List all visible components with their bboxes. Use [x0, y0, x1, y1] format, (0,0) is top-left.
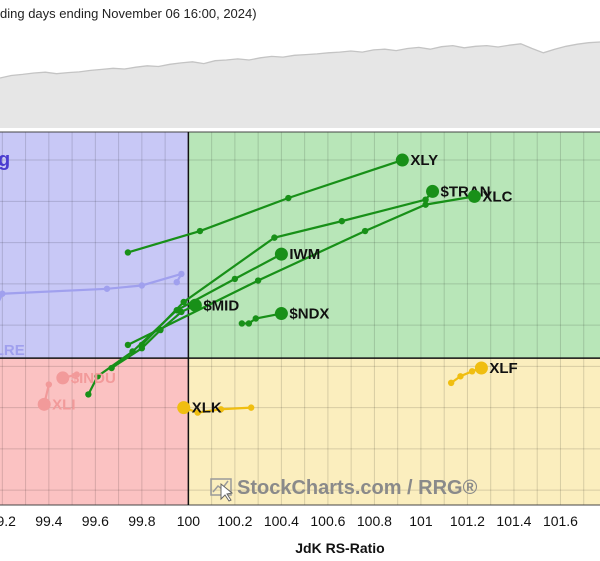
trail-point-xlc — [124, 341, 132, 349]
trail-xlc: XLC — [124, 188, 513, 349]
trail-head-mid — [188, 298, 202, 312]
trail-point-tran — [422, 196, 429, 203]
trail-point-tran — [180, 298, 187, 306]
trail-point-xlc — [422, 201, 429, 208]
trail-point-mid — [108, 364, 115, 372]
x-axis-title: JdK RS-Ratio — [295, 540, 384, 556]
x-tick-label: 99.8 — [128, 513, 155, 529]
trail-point-xlk — [247, 404, 255, 411]
trail-head-iwm — [274, 247, 288, 261]
trail-point-xli — [45, 381, 53, 388]
trail-point-xlf — [468, 368, 476, 375]
trail-point-xlre — [178, 270, 185, 278]
trail-point-ndx — [245, 320, 253, 327]
trail-point-tran — [271, 234, 278, 241]
trail-point-xlre — [138, 282, 146, 289]
trail-point-xlk — [217, 406, 225, 413]
quadrant-weakening — [188, 358, 600, 505]
chart-logo-icon — [210, 478, 234, 502]
trail-point-indu — [73, 371, 80, 378]
x-tick-label: 99.2 — [0, 513, 16, 529]
trail-point-xlre — [0, 290, 6, 297]
x-tick-label: 99.6 — [82, 513, 109, 529]
trail-point-xlf — [447, 379, 455, 387]
trail-line-ndx — [241, 312, 282, 325]
trail-label-xlf: XLF — [489, 360, 517, 377]
trail-point-mid — [157, 326, 164, 334]
x-tick-label: 100.2 — [217, 513, 252, 529]
chart-subtitle: ding days ending November 06 16:00, 2024… — [0, 6, 257, 21]
trail-iwm: IWM — [85, 246, 320, 398]
trail-head-ndx — [274, 307, 288, 321]
trail-xlf: XLF — [447, 360, 518, 387]
x-tick-label: 100.8 — [357, 513, 392, 529]
trail-point-xlk — [194, 409, 201, 416]
trail-point-xly — [124, 249, 132, 256]
trail-point-mid — [138, 345, 146, 352]
x-tick-label: 101 — [409, 513, 433, 529]
x-tick-label: 100.6 — [310, 513, 345, 529]
trail-label-xlre: XLRE — [0, 342, 25, 359]
trail-point-xlc — [254, 277, 262, 284]
trail-label-xly: XLY — [410, 152, 438, 169]
benchmark-price-panel — [0, 41, 600, 128]
trail-head-xli — [37, 397, 51, 411]
trail-ndx: $NDX — [238, 306, 329, 327]
trail-head-indu — [56, 371, 70, 385]
trail-line-xlk — [183, 406, 252, 414]
trail-point-tran — [338, 217, 346, 225]
trail-point-iwm — [94, 373, 101, 380]
trail-xlre: XLRE — [0, 270, 185, 359]
x-tick-label: 101.6 — [543, 513, 578, 529]
trail-indu: $INDU — [56, 370, 116, 387]
x-tick-label: 99.4 — [35, 513, 62, 529]
trail-head-tran — [426, 184, 440, 198]
watermark-text: StockCharts.com / RRG® — [237, 477, 478, 499]
trail-point-ndx — [238, 320, 246, 327]
trail-line-xly — [127, 159, 403, 254]
quadrant-improving — [0, 132, 189, 359]
trail-head-xly — [395, 153, 409, 167]
trail-point-iwm — [231, 275, 239, 283]
trail-xli: XLI — [37, 381, 76, 413]
x-tick-label: 101.4 — [496, 513, 531, 529]
trail-point-ndx — [252, 315, 260, 322]
trail-point-xlre — [103, 285, 111, 292]
center-axes — [0, 132, 600, 505]
x-axis-ticks: 99.2 99.4 99.6 99.8 100 100.2 100.4 100.6 100.8 1… — [0, 513, 578, 529]
trail-label-xlc: XLC — [482, 188, 512, 205]
trail-point-mid — [178, 308, 185, 316]
trail-point-xlc — [361, 227, 369, 235]
x-tick-label: 101.2 — [450, 513, 485, 529]
stockcharts-watermark: StockCharts.com / RRG® — [210, 477, 478, 502]
trail-xly: XLY — [124, 152, 438, 256]
trail-head-xlk — [177, 401, 191, 415]
benchmark-price-line — [0, 41, 600, 79]
trail-label-xlk: XLK — [192, 400, 222, 417]
x-tick-label: 100.4 — [264, 513, 299, 529]
trail-point-xlf — [457, 373, 464, 380]
trail-point-iwm — [85, 391, 92, 398]
trail-label-mid: $MID — [203, 297, 239, 314]
trail-label-xli: XLI — [52, 396, 75, 413]
trail-label-indu: $INDU — [71, 370, 116, 387]
trail-mid: $MID — [108, 297, 239, 372]
benchmark-price-area — [0, 42, 600, 128]
trail-label-ndx: $NDX — [289, 306, 329, 323]
trail-xlk: XLK — [177, 400, 255, 417]
trail-point-xly — [285, 194, 292, 202]
quadrant-label-improving: g — [0, 149, 10, 171]
x-tick-label: 100 — [177, 513, 201, 529]
trail-point-xlre — [173, 278, 180, 286]
trail-line-iwm — [87, 253, 282, 395]
trail-label-iwm: IWM — [289, 246, 320, 263]
trail-head-xlf — [474, 361, 488, 375]
trail-point-xly — [196, 227, 204, 235]
trail-head-xlc — [467, 189, 481, 203]
